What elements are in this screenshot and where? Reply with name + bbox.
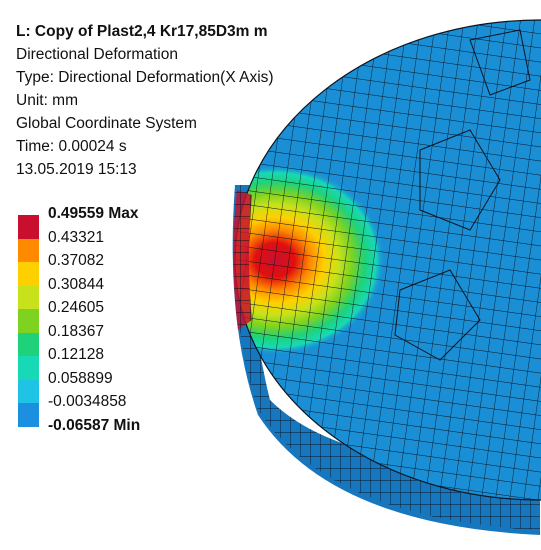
legend-label: 0.43321 [48, 228, 105, 246]
legend-label: 0.24605 [48, 299, 105, 316]
color-legend[interactable]: 0.49559 Max 0.43321 0.37082 0.30844 0.24605 0… [18, 205, 218, 455]
legend-swatch [18, 215, 39, 239]
legend-swatch [18, 403, 39, 427]
legend-swatch [18, 332, 39, 356]
result-name: Directional Deformation [16, 46, 178, 63]
legend-swatch [18, 356, 39, 380]
legend-label: -0.06587 Min [48, 416, 141, 434]
legend-swatch [18, 262, 39, 286]
legend-label: 0.37082 [48, 252, 105, 269]
legend-swatch [18, 309, 39, 333]
legend-swatch [18, 379, 39, 403]
legend-label: 0.12128 [48, 346, 105, 363]
legend-swatch [18, 285, 39, 309]
result-info-block: L: Copy of Plast2,4 Kr17,85D3m m Directi… [16, 20, 274, 181]
result-title: L: Copy of Plast2,4 Kr17,85D3m m [16, 23, 268, 40]
result-unit: Unit: mm [16, 92, 78, 109]
result-timestamp: 13.05.2019 15:13 [16, 161, 137, 178]
legend-label: 0.30844 [48, 275, 105, 293]
legend-label: 0.18367 [48, 322, 105, 340]
result-time: Time: 0.00024 s [16, 138, 127, 155]
legend-label: -0.0034858 [48, 393, 127, 410]
coordinate-system: Global Coordinate System [16, 115, 197, 132]
result-type: Type: Directional Deformation(X Axis) [16, 69, 274, 86]
legend-label: 0.058899 [48, 369, 113, 387]
legend-label: 0.49559 Max [48, 205, 139, 222]
legend-swatch [18, 238, 39, 262]
top-mesh [235, 20, 541, 500]
